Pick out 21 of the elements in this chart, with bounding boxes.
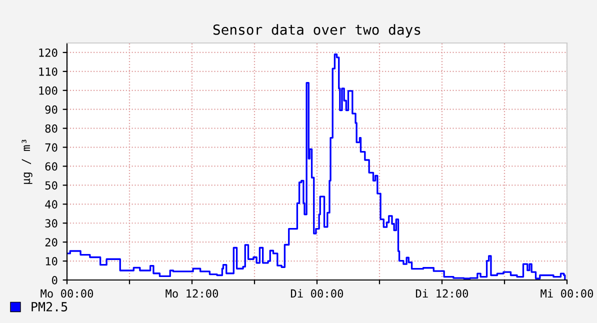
y-tick-label: 60 [45, 162, 58, 171]
y-tick-label: 50 [45, 181, 58, 190]
y-tick-label: 120 [39, 48, 58, 57]
x-tick-label: Di 00:00 [290, 289, 344, 298]
x-tick-label: Di 12:00 [416, 289, 468, 298]
legend-label: PM2.5 [32, 302, 68, 312]
y-tick-label: 80 [45, 124, 58, 133]
y-tick-label: 70 [45, 143, 58, 152]
y-tick-label: 40 [45, 200, 58, 209]
y-tick-label: 20 [45, 238, 58, 246]
y-tick-label: 0 [52, 276, 58, 284]
y-tick-label: 100 [39, 86, 58, 95]
x-tick-label: Mo 12:00 [166, 289, 218, 298]
y-axis-title: µg / m³ [22, 140, 32, 184]
y-tick-label: 10 [46, 257, 58, 266]
y-tick-label: 110 [39, 67, 58, 76]
x-tick-label: Mo 00:00 [40, 289, 94, 298]
x-tick-label: Mi 00:00 [540, 289, 594, 298]
y-tick-label: 90 [45, 105, 58, 114]
chart-title: Sensor data over two days [213, 24, 420, 38]
y-tick-label: 30 [45, 219, 58, 228]
